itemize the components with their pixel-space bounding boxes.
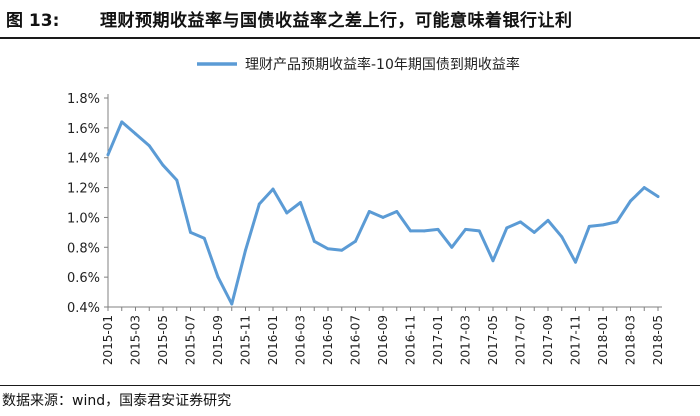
data-point xyxy=(216,275,220,279)
x-tick-label: 2018-05 xyxy=(651,315,665,365)
x-tick-label: 2016-09 xyxy=(376,315,390,365)
x-tick-label: 2015-07 xyxy=(184,315,198,365)
data-point xyxy=(560,235,564,239)
x-tick-label: 2016-05 xyxy=(321,315,335,365)
data-point xyxy=(436,227,440,231)
x-tick-label: 2015-03 xyxy=(129,315,143,365)
header-rule xyxy=(0,37,700,39)
x-tick-label: 2018-01 xyxy=(596,315,610,365)
series-line xyxy=(106,120,660,306)
data-point xyxy=(244,248,247,252)
data-point xyxy=(422,229,426,233)
data-point xyxy=(271,187,275,191)
figure-title: 理财预期收益率与国债收益率之差上行，可能意味着银行让利 xyxy=(100,11,573,31)
data-point xyxy=(354,239,357,243)
data-point xyxy=(615,220,619,224)
y-tick-label: 1.2% xyxy=(67,182,100,197)
y-tick-label: 0.6% xyxy=(67,271,100,286)
data-point xyxy=(464,227,467,231)
x-tick-label: 2018-03 xyxy=(624,315,638,365)
data-point xyxy=(312,239,316,243)
data-point xyxy=(340,248,344,252)
x-tick-label: 2015-09 xyxy=(211,315,225,365)
x-tick-label: 2017-07 xyxy=(514,315,528,365)
y-tick-label: 1.0% xyxy=(67,211,100,226)
data-point xyxy=(230,302,234,306)
data-point xyxy=(477,229,481,233)
data-point xyxy=(326,247,330,251)
x-tick-label: 2017-09 xyxy=(541,315,555,365)
x-tick-label: 2017-11 xyxy=(569,315,583,365)
data-point xyxy=(601,223,605,227)
figure-number: 图 13: xyxy=(6,11,60,31)
y-tick-label: 1.4% xyxy=(67,152,100,167)
data-point xyxy=(546,219,550,222)
data-point xyxy=(642,186,646,189)
data-point xyxy=(532,230,536,234)
line-chart: 0.4% 0.6% 0.8% 1.0% 1.2% 1.4% 1.6% 1.8% 2015-01 2… xyxy=(67,56,665,365)
y-tick-label: 0.8% xyxy=(67,241,100,256)
data-point xyxy=(161,163,165,167)
source-note: 数据来源：wind，国泰君安证券研究 xyxy=(2,393,232,409)
data-point xyxy=(381,216,385,219)
data-point xyxy=(409,229,412,233)
data-point xyxy=(656,195,660,198)
x-tick-label: 2016-07 xyxy=(349,315,363,365)
data-point xyxy=(175,178,179,182)
x-tick-label: 2017-05 xyxy=(486,315,500,365)
x-tick-label: 2017-03 xyxy=(459,315,473,365)
data-point xyxy=(574,260,577,264)
data-point xyxy=(505,226,509,230)
data-point xyxy=(367,210,371,213)
data-point xyxy=(395,210,399,213)
data-point xyxy=(491,259,495,263)
y-tick-label: 1.6% xyxy=(67,122,100,137)
data-point xyxy=(299,201,302,204)
chart-area: 0.4% 0.6% 0.8% 1.0% 1.2% 1.4% 1.6% 1.8% 2015-01 2… xyxy=(0,40,700,385)
x-tick-label: 2016-03 xyxy=(294,315,308,365)
data-point xyxy=(587,224,591,228)
x-tick-label: 2015-05 xyxy=(156,315,170,365)
data-point xyxy=(629,199,632,203)
data-point xyxy=(134,132,137,136)
data-point xyxy=(519,220,522,224)
y-tick-label: 1.8% xyxy=(67,92,100,107)
data-point xyxy=(285,211,289,215)
data-point xyxy=(106,153,110,157)
data-point xyxy=(257,202,261,206)
data-point xyxy=(202,236,206,240)
x-tick-label: 2016-01 xyxy=(266,315,280,365)
data-point xyxy=(120,120,124,124)
data-point xyxy=(147,144,151,148)
figure-header: 图 13: 理财预期收益率与国债收益率之差上行，可能意味着银行让利 xyxy=(0,0,700,36)
x-tick-label: 2016-11 xyxy=(404,315,418,365)
y-tick-label: 0.4% xyxy=(67,301,100,316)
footer-rule xyxy=(0,385,700,386)
x-tick-label: 2015-01 xyxy=(101,315,115,365)
data-point xyxy=(189,230,192,234)
x-tick-label: 2017-01 xyxy=(431,315,445,365)
x-tick-label: 2015-11 xyxy=(239,315,253,365)
legend-label: 理财产品预期收益率-10年期国债到期收益率 xyxy=(245,56,520,73)
data-point xyxy=(450,245,454,249)
